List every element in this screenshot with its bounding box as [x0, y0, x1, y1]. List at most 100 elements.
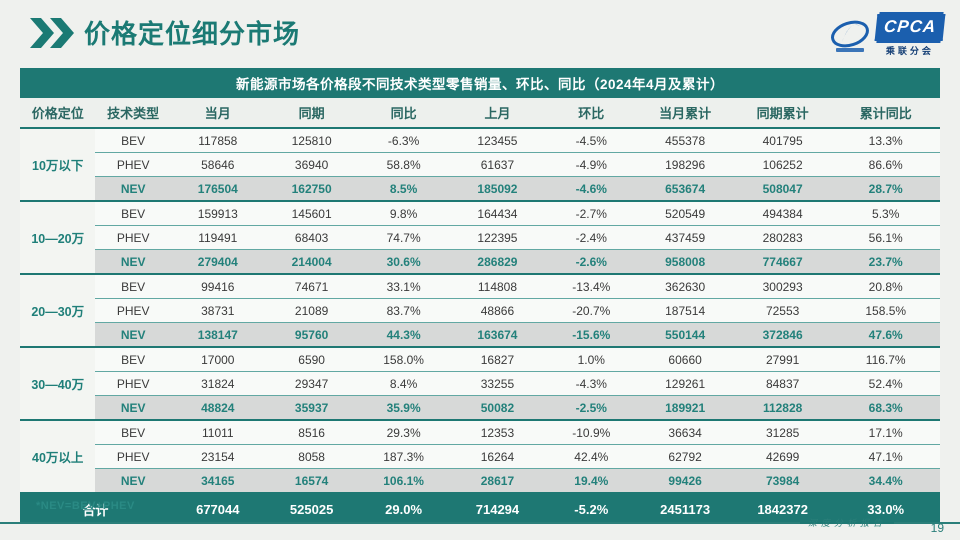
cell: 401795 — [733, 128, 832, 153]
cell: 8.5% — [358, 176, 449, 202]
table-total-row: 合计 677044 525025 29.0% 714294 -5.2% 2451… — [20, 493, 940, 524]
cell: 60660 — [636, 347, 734, 372]
cell: 520549 — [636, 201, 734, 226]
cell: 36940 — [264, 152, 359, 177]
cell: 20.8% — [831, 274, 940, 299]
cell: 42699 — [733, 444, 832, 469]
cell: 17000 — [170, 347, 265, 372]
cell: 56.1% — [831, 225, 940, 250]
tech-type: PHEV — [95, 371, 171, 396]
cell: 34165 — [170, 468, 265, 494]
cell: 714294 — [448, 493, 547, 524]
tech-type: BEV — [95, 128, 171, 153]
cell: 74671 — [264, 274, 359, 299]
cell: 86.6% — [831, 152, 940, 177]
cell: 27991 — [733, 347, 832, 372]
cell: 99426 — [636, 468, 734, 494]
cell: 116.7% — [831, 347, 940, 372]
tech-type: BEV — [95, 347, 171, 372]
total-label: 合计 — [20, 493, 171, 524]
cell: -4.5% — [546, 128, 637, 153]
cell: 68403 — [264, 225, 359, 250]
cell: 19.4% — [546, 468, 637, 494]
cell: 158.0% — [358, 347, 449, 372]
cell: 187.3% — [358, 444, 449, 469]
cell: 23.7% — [831, 249, 940, 275]
cell: 2451173 — [636, 493, 734, 524]
cell: 455378 — [636, 128, 734, 153]
cell: 176504 — [170, 176, 265, 202]
page-title: 价格定位细分市场 — [84, 19, 301, 49]
cell: 33.0% — [831, 493, 940, 524]
cell: 74.7% — [358, 225, 449, 250]
table-row-nev: NEV 279404 214004 30.6% 286829 -2.6% 958… — [20, 249, 940, 275]
tech-type: NEV — [95, 395, 171, 421]
cell: 21089 — [264, 298, 359, 323]
cell: -4.9% — [546, 152, 637, 177]
table-row: 30—40万 BEV 17000 6590 158.0% 16827 1.0% … — [20, 347, 940, 421]
cell: 125810 — [264, 128, 359, 153]
tech-type: NEV — [95, 249, 171, 275]
cell: 16574 — [264, 468, 359, 494]
cell: -2.5% — [546, 395, 637, 421]
cell: 30.6% — [358, 249, 449, 275]
cell: 162750 — [264, 176, 359, 202]
cpca-swirl-icon — [830, 20, 869, 52]
cell: 13.3% — [831, 128, 940, 153]
cell: 84837 — [733, 371, 832, 396]
cell: 29.3% — [358, 420, 449, 445]
cell: 48824 — [170, 395, 265, 421]
cell: 129261 — [636, 371, 734, 396]
col-header-price: 价格定位 — [20, 98, 96, 129]
cell: 62792 — [636, 444, 734, 469]
cell: 12353 — [448, 420, 547, 445]
cell: 958008 — [636, 249, 734, 275]
cell: -20.7% — [546, 298, 637, 323]
cell: 33255 — [448, 371, 547, 396]
cell: 47.6% — [831, 322, 940, 348]
col-header-same-period: 同期 — [264, 98, 359, 129]
page-header: 价格定位细分市场 — [30, 14, 300, 51]
footer-line-left — [0, 521, 800, 524]
cell: -2.4% — [546, 225, 637, 250]
cpca-logo-subtext: 乘联分会 — [885, 46, 934, 56]
price-segment-label: 30—40万 — [20, 347, 96, 421]
cpca-logo-text: CPCA — [874, 14, 946, 41]
tech-type: NEV — [95, 176, 171, 202]
cell: 286829 — [448, 249, 547, 275]
cell: 5.3% — [831, 201, 940, 226]
table-row: PHEV 31824 29347 8.4% 33255 -4.3% 129261… — [20, 371, 940, 396]
cell: 50082 — [448, 395, 547, 421]
table-row-nev: NEV 34165 16574 106.1% 28617 19.4% 99426… — [20, 468, 940, 494]
cell: 95760 — [264, 322, 359, 348]
cell: 653674 — [636, 176, 734, 202]
tech-type: BEV — [95, 274, 171, 299]
cell: 28.7% — [831, 176, 940, 202]
cell: 33.1% — [358, 274, 449, 299]
cell: 72553 — [733, 298, 832, 323]
cell: 8.4% — [358, 371, 449, 396]
cell: 119491 — [170, 225, 265, 250]
cell: 106.1% — [358, 468, 449, 494]
cell: 117858 — [170, 128, 265, 153]
cell: 112828 — [733, 395, 832, 421]
cell: 138147 — [170, 322, 265, 348]
cell: 1842372 — [733, 493, 832, 524]
cell: 114808 — [448, 274, 547, 299]
cell: 508047 — [733, 176, 832, 202]
cell: 29347 — [264, 371, 359, 396]
footer-report-label: 深度分析报告 — [808, 518, 887, 528]
col-header-mom: 环比 — [546, 98, 637, 129]
cell: 36634 — [636, 420, 734, 445]
footer-rule: 深度分析报告 — [0, 516, 960, 529]
footer-line-right — [894, 521, 960, 524]
page-number: 19 — [930, 521, 944, 535]
cell: 145601 — [264, 201, 359, 226]
cell: 189921 — [636, 395, 734, 421]
cell: 68.3% — [831, 395, 940, 421]
cell: 198296 — [636, 152, 734, 177]
cell: 16827 — [448, 347, 547, 372]
cpca-logo-text-block: CPCA 乘联分会 — [874, 14, 946, 57]
cell: 279404 — [170, 249, 265, 275]
